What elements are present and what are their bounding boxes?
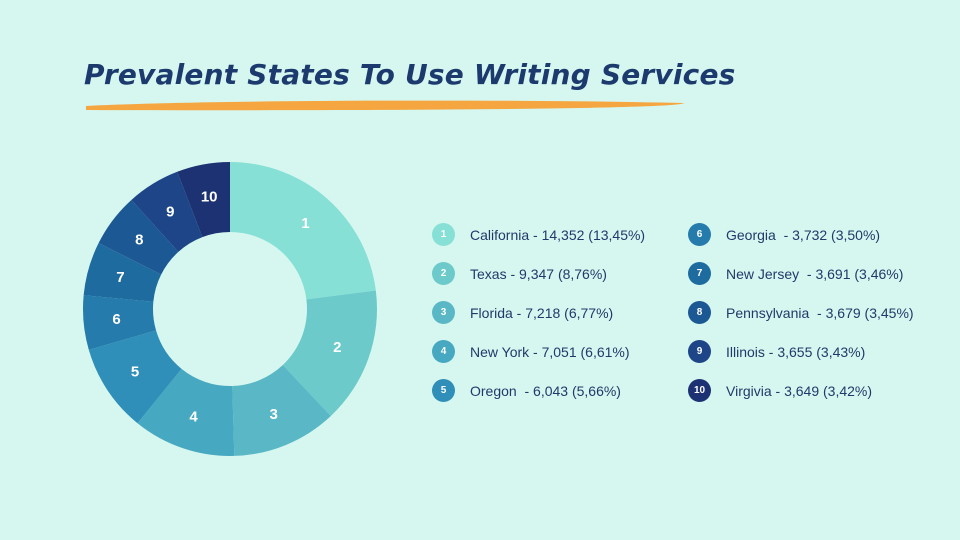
donut-segment-new-york	[137, 368, 235, 456]
legend-bullet: 10	[688, 379, 711, 402]
donut-segment-pennsylvania	[98, 199, 179, 275]
legend-item: 6 Georgia - 3,732 (3,50%)	[688, 215, 914, 254]
donut-segment-label: 7	[116, 269, 124, 286]
legend-label: Oregon - 6,043 (5,66%)	[470, 382, 621, 399]
page-title: Prevalent States To Use Writing Services	[84, 58, 736, 91]
title-underline-stroke	[86, 100, 684, 111]
donut-segment-label: 4	[189, 409, 198, 426]
donut-segment-virgivia	[177, 162, 230, 238]
legend-label: Georgia - 3,732 (3,50%)	[726, 226, 881, 243]
legend-item: 3 Florida - 7,218 (6,77%)	[432, 293, 645, 332]
donut-segment-label: 6	[112, 311, 120, 328]
legend-item: 2 Texas - 9,347 (8,76%)	[432, 254, 645, 293]
donut-chart: 1 2 3 4 5 6 7 8 9 10	[83, 162, 377, 456]
legend-item: 5 Oregon - 6,043 (5,66%)	[432, 371, 645, 410]
legend-item: 8 Pennsylvania - 3,679 (3,45%)	[688, 293, 914, 332]
legend-label: Pennsylvania - 3,679 (3,45%)	[726, 304, 914, 321]
legend-label: Illinois - 3,655 (3,43%)	[726, 343, 866, 360]
donut-segment-label: 9	[166, 203, 174, 220]
legend-column-1: 1 California - 14,352 (13,45%) 2 Texas -…	[432, 215, 645, 410]
donut-segment-label: 2	[333, 339, 341, 356]
donut-segment-california	[230, 162, 376, 300]
donut-segment-florida	[232, 365, 331, 456]
donut-segment-new-jersey	[83, 243, 162, 302]
legend-bullet: 2	[432, 262, 455, 285]
donut-segment-texas	[282, 290, 377, 416]
donut-segment-label: 5	[131, 364, 139, 381]
legend-label: Texas - 9,347 (8,76%)	[470, 265, 607, 282]
donut-segment-label: 10	[201, 188, 218, 205]
legend-item: 9 Illinois - 3,655 (3,43%)	[688, 332, 914, 371]
legend-bullet: 8	[688, 301, 711, 324]
donut-segment-georgia	[83, 295, 157, 350]
legend-bullet: 7	[688, 262, 711, 285]
legend-label: California - 14,352 (13,45%)	[470, 226, 646, 243]
legend-bullet: 5	[432, 379, 455, 402]
donut-segment-oregon	[88, 330, 182, 424]
donut-segment-label: 1	[301, 215, 309, 232]
legend-item: 1 California - 14,352 (13,45%)	[432, 215, 645, 254]
legend-item: 7 New Jersey - 3,691 (3,46%)	[688, 254, 914, 293]
donut-segment-label: 3	[269, 406, 277, 423]
legend-item: 4 New York - 7,051 (6,61%)	[432, 332, 645, 371]
legend-bullet: 6	[688, 223, 711, 246]
donut-segment-illinois	[131, 171, 203, 252]
legend-bullet: 4	[432, 340, 455, 363]
legend-label: Florida - 7,218 (6,77%)	[470, 304, 614, 321]
legend-bullet: 9	[688, 340, 711, 363]
donut-segment-label: 8	[135, 231, 143, 248]
legend-label: New York - 7,051 (6,61%)	[470, 343, 630, 360]
legend-bullet: 3	[432, 301, 455, 324]
legend-bullet: 1	[432, 223, 455, 246]
legend-column-2: 6 Georgia - 3,732 (3,50%) 7 New Jersey -…	[688, 215, 914, 410]
legend-label: Virgivia - 3,649 (3,42%)	[726, 382, 873, 399]
legend-item: 10 Virgivia - 3,649 (3,42%)	[688, 371, 914, 410]
title-underline	[86, 100, 684, 111]
legend-label: New Jersey - 3,691 (3,46%)	[726, 265, 904, 282]
